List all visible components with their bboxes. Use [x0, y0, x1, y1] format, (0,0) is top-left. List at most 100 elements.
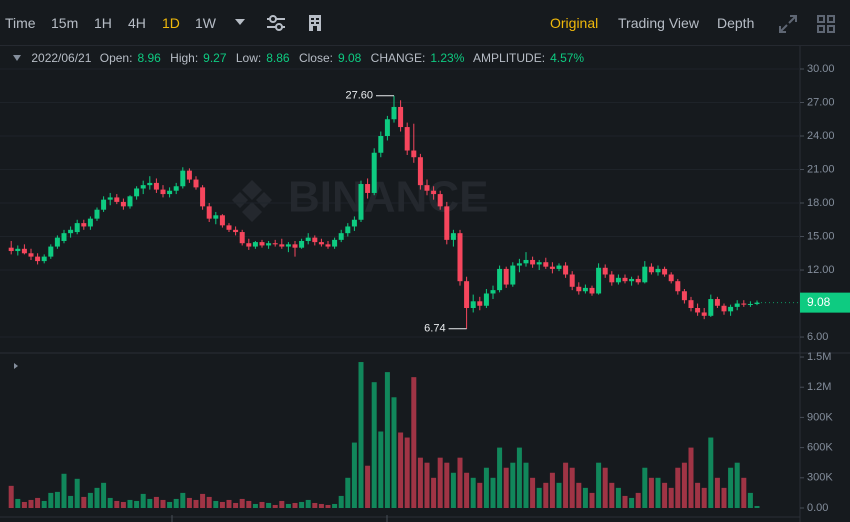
candle-body [576, 286, 582, 292]
interval-button[interactable]: 1W [195, 15, 216, 31]
candle-body [266, 243, 272, 246]
view-button[interactable]: Original [550, 15, 599, 31]
volume-bar [483, 467, 489, 508]
volume-bar [549, 472, 555, 508]
candle-body [285, 244, 291, 247]
volume-bar [490, 477, 496, 508]
volume-bar [140, 493, 146, 508]
volume-bar [391, 397, 397, 508]
volume-bar [582, 487, 588, 508]
volume-bar [602, 467, 608, 508]
volume-bar [54, 491, 60, 508]
interval-button[interactable]: 15m [51, 15, 79, 31]
volume-bar [622, 495, 628, 508]
volume-bar [219, 501, 225, 508]
candle-body [8, 247, 14, 252]
volume-bar [279, 500, 285, 508]
candle-body [332, 239, 338, 247]
interval-button[interactable]: 1D [162, 15, 180, 31]
volume-bar [114, 500, 120, 508]
candle-body [635, 278, 641, 283]
candle-body [464, 281, 470, 308]
volume-bar [398, 432, 404, 508]
candle-body [173, 186, 179, 191]
field-label: High: [170, 51, 199, 65]
chart-type[interactable] [308, 14, 322, 32]
interval-button[interactable]: 1H [94, 15, 112, 31]
more-intervals[interactable] [234, 17, 246, 27]
candle-body [140, 185, 146, 189]
candle-body [516, 263, 522, 266]
candle-body [523, 259, 529, 264]
volume-bar [424, 462, 430, 508]
candle-body [299, 240, 305, 248]
volume-bar [681, 462, 687, 508]
interval-button[interactable]: 4H [128, 15, 146, 31]
candle-body [384, 119, 390, 136]
volume-bar [312, 502, 318, 508]
volume-bar [464, 472, 470, 508]
candle-body [668, 274, 674, 282]
info-toggle[interactable] [12, 54, 22, 62]
candle-body [68, 229, 74, 234]
volume-bar [233, 502, 239, 508]
layout[interactable] [817, 15, 835, 33]
volume-bar [120, 501, 126, 508]
volume-bar [292, 502, 298, 508]
candle-body [642, 266, 648, 283]
volume-toggle[interactable] [14, 363, 18, 369]
y-tick-label: 12.00 [807, 264, 835, 276]
candle-body [437, 194, 443, 207]
volume-bar [299, 501, 305, 508]
volume-bar [721, 487, 727, 508]
candle-body [351, 219, 357, 227]
candle-body [662, 268, 668, 275]
volume-bar [747, 492, 753, 508]
volume-bar [530, 477, 536, 508]
view-button[interactable]: Depth [717, 15, 755, 31]
field-label: AMPLITUDE: [473, 51, 546, 65]
candle-body [391, 106, 397, 120]
candle-body [734, 303, 740, 307]
volume-bar [41, 500, 47, 508]
y-tick-label: 15.00 [807, 230, 835, 242]
volume-bar [728, 467, 734, 508]
price-tag [800, 292, 850, 313]
volume-bar [180, 492, 186, 508]
candle-body [411, 150, 417, 158]
volume-bar [741, 477, 747, 508]
candle-body [246, 243, 252, 247]
volume-bar [543, 482, 549, 508]
candle-body [655, 268, 661, 273]
volume-bar [259, 501, 265, 508]
volume-bar [417, 457, 423, 508]
interval-button[interactable]: Time [5, 15, 36, 31]
candle-body [233, 229, 239, 233]
date: 2022/06/21 [31, 51, 92, 65]
candle-body [483, 293, 489, 306]
candle-body [120, 201, 126, 207]
volume-bar [48, 492, 54, 508]
field-value: 4.57% [550, 51, 585, 65]
candle-body [609, 274, 615, 283]
indicator-settings[interactable] [266, 14, 286, 32]
volume-bar [153, 496, 159, 508]
view-button[interactable]: Trading View [618, 15, 699, 31]
candle-body [28, 253, 34, 257]
volume-bar [101, 482, 107, 508]
candle-body [714, 299, 720, 306]
volume-bar [68, 495, 74, 508]
volume-bar [563, 462, 569, 508]
candle-body [675, 281, 681, 292]
volume-bar [734, 462, 740, 508]
volume-bar [127, 499, 133, 508]
candle-body [503, 268, 509, 285]
field-label: Low: [235, 51, 262, 65]
candle-body [444, 206, 450, 240]
y2-tick-label: 1.5M [807, 351, 831, 363]
fullscreen[interactable] [779, 15, 797, 33]
candle-body [180, 170, 186, 187]
candle-body [754, 302, 760, 304]
